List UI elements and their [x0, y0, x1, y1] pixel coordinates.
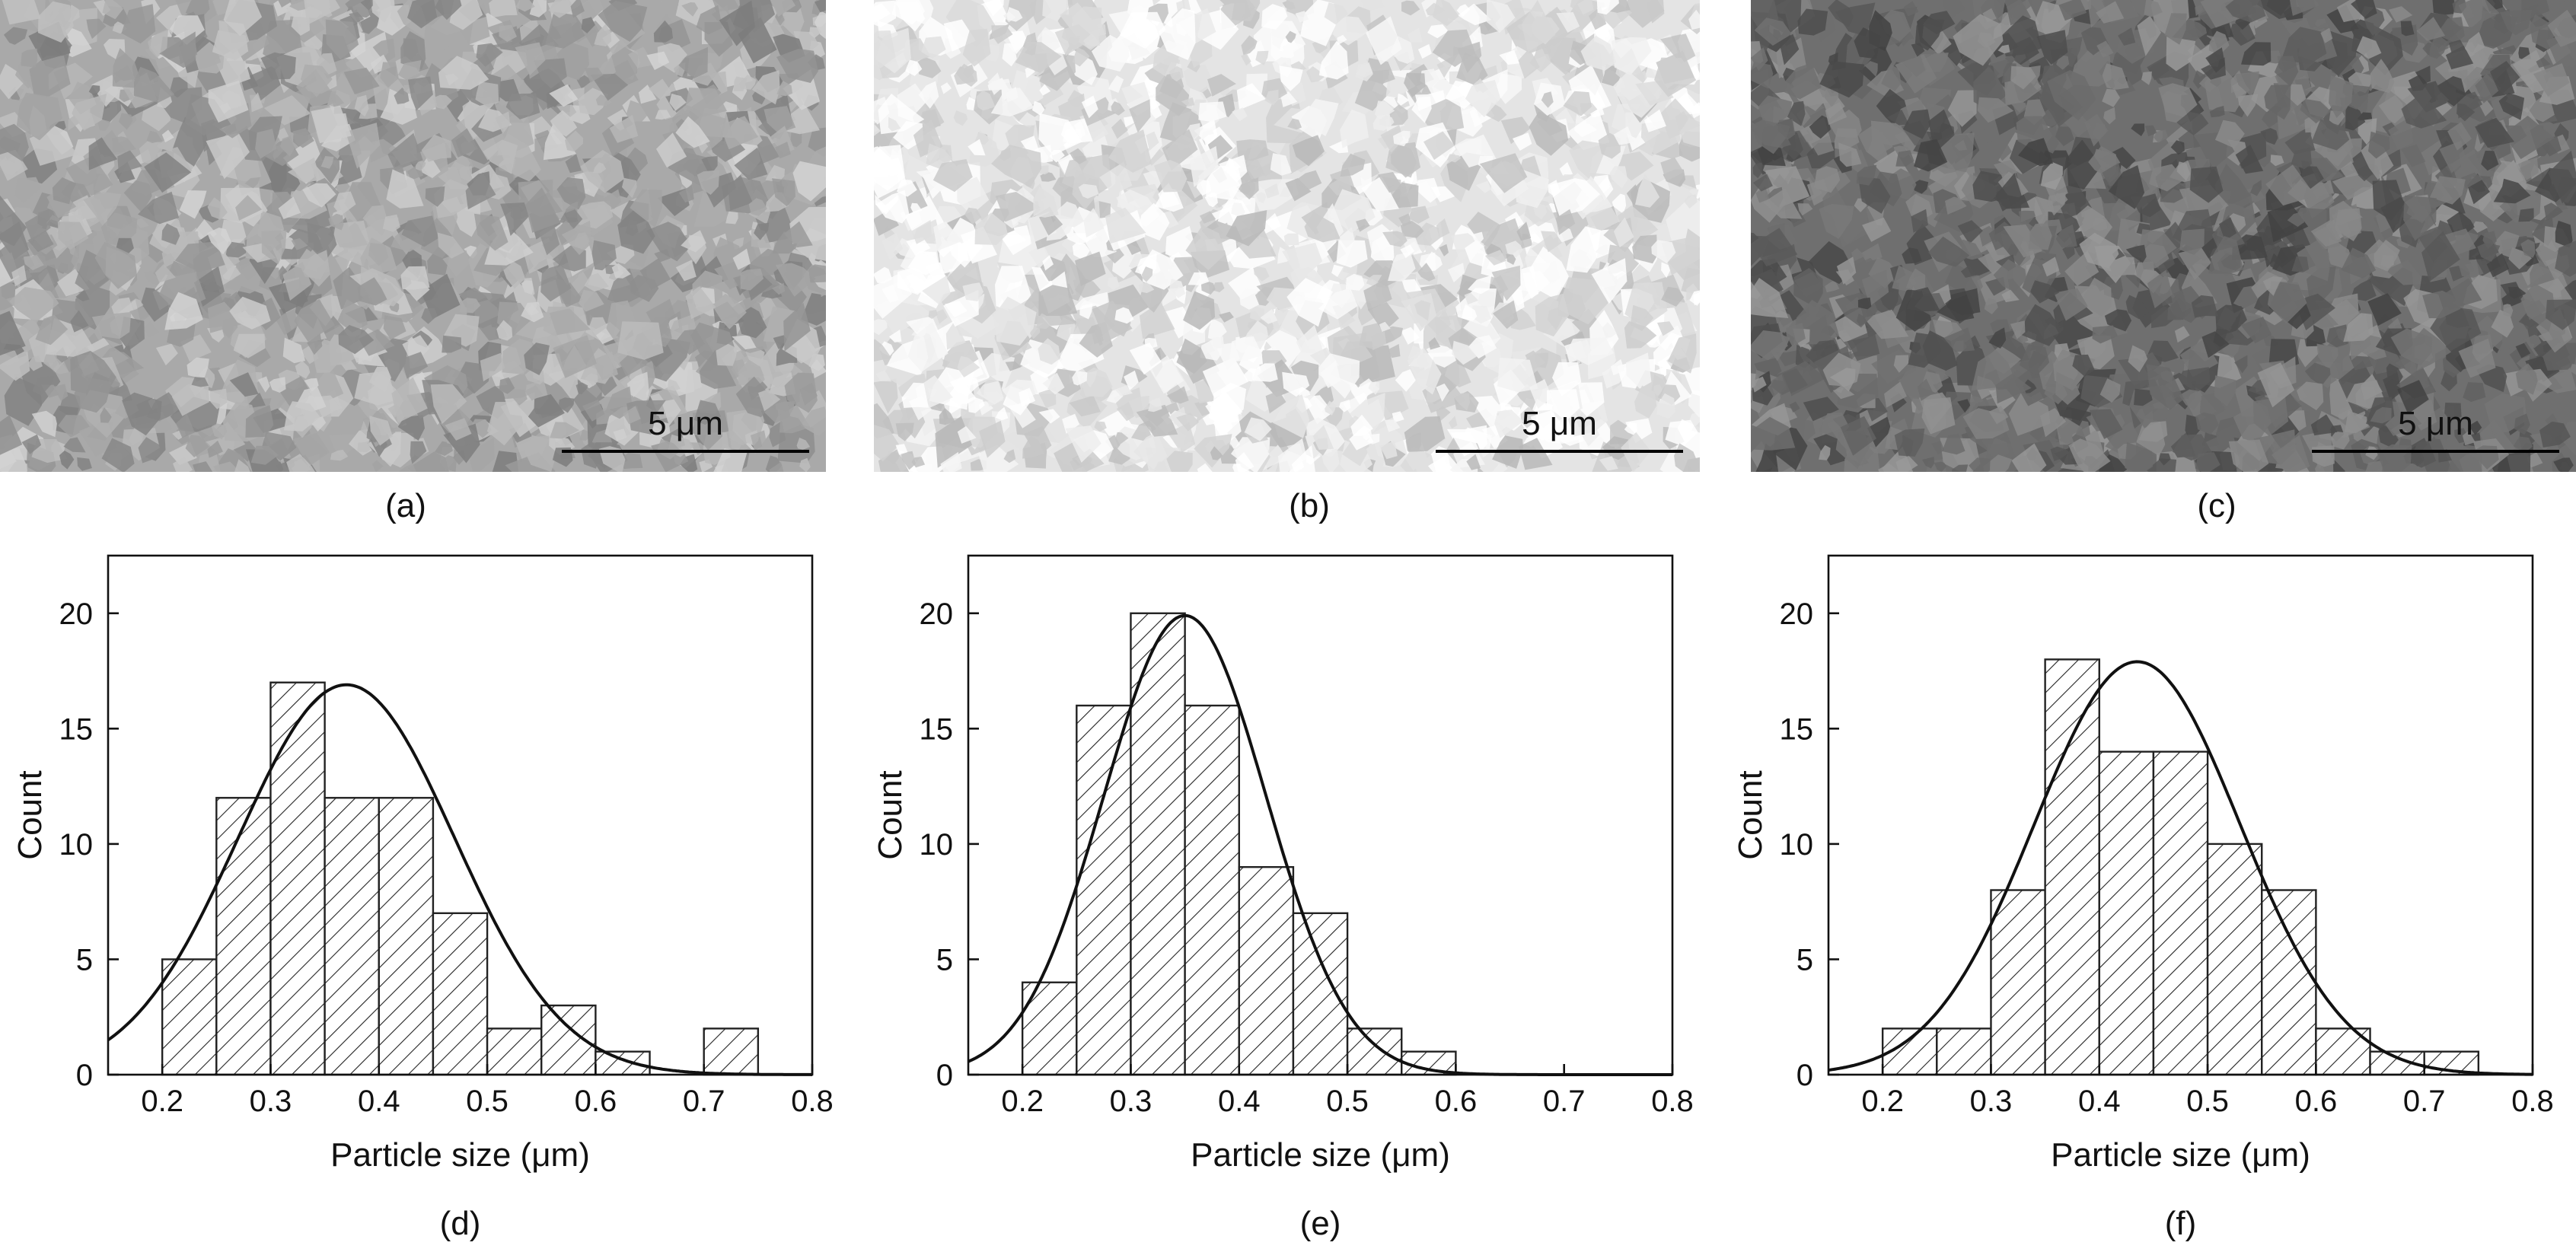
y-tick-label: 10 — [1780, 828, 1814, 862]
histogram-bar — [1346, 1027, 1403, 1076]
y-tick-label: 5 — [76, 943, 93, 976]
histogram-bar — [2098, 750, 2155, 1076]
x-tick-label: 0.2 — [141, 1085, 183, 1118]
x-tick-label: 0.6 — [2295, 1085, 2338, 1118]
sem-micrograph-b: 5 μm — [874, 0, 1700, 472]
scale-bar-label: 5 μm — [1522, 405, 1597, 442]
y-tick-label: 5 — [936, 943, 953, 976]
histogram-bar — [703, 1027, 760, 1076]
y-tick-label: 0 — [1797, 1059, 1813, 1092]
histogram-bar — [215, 797, 272, 1076]
histogram-bar — [2206, 843, 2263, 1076]
x-tick-label: 0.4 — [1218, 1085, 1261, 1118]
panel-label-b: (b) — [1289, 487, 1330, 524]
y-axis-label: Count — [872, 770, 909, 859]
panel-label-a: (a) — [385, 487, 426, 524]
histogram-bar — [1990, 889, 2046, 1076]
histogram-bars — [1021, 612, 1457, 1076]
x-tick-label: 0.7 — [2403, 1085, 2446, 1118]
x-tick-label: 0.8 — [791, 1085, 834, 1118]
scale-bar-label: 5 μm — [648, 405, 723, 442]
histogram-bar — [161, 958, 218, 1076]
x-tick-label: 0.5 — [1326, 1085, 1369, 1118]
gaussian-fit-curve — [107, 683, 813, 1076]
panel-label: (e) — [1300, 1205, 1341, 1242]
y-tick-label: 20 — [920, 597, 954, 631]
x-axis-label: Particle size (μm) — [2051, 1136, 2310, 1174]
panel-label: (d) — [440, 1205, 481, 1242]
x-tick-label: 0.3 — [250, 1085, 292, 1118]
x-axis-label: Particle size (μm) — [330, 1136, 590, 1174]
histogram-bar — [269, 681, 326, 1076]
x-tick-label: 0.3 — [1970, 1085, 2013, 1118]
y-tick-label: 10 — [59, 828, 94, 862]
scale-bar-label: 5 μm — [2398, 405, 2473, 442]
y-axis-label: Count — [1732, 770, 1769, 859]
histogram-bar — [324, 797, 380, 1076]
micrograph-grains — [874, 0, 1700, 472]
x-tick-label: 0.2 — [1001, 1085, 1044, 1118]
plot-frame — [967, 554, 1674, 1076]
histogram-bar — [1238, 866, 1295, 1076]
histogram-bar — [2152, 750, 2209, 1076]
y-tick-label: 15 — [59, 712, 94, 746]
histogram-bar — [1292, 912, 1349, 1076]
x-tick-label: 0.6 — [1435, 1085, 1478, 1118]
y-tick-label: 15 — [1780, 712, 1814, 746]
histogram-bar — [432, 912, 489, 1076]
y-tick-label: 20 — [59, 597, 94, 631]
x-tick-label: 0.8 — [2511, 1085, 2554, 1118]
x-tick-label: 0.8 — [1651, 1085, 1694, 1118]
y-tick-label: 20 — [1780, 597, 1814, 631]
y-tick-label: 0 — [76, 1059, 93, 1092]
histogram-bar — [595, 1050, 651, 1076]
panel-label-c: (c) — [2197, 487, 2236, 524]
sem-micrograph-a: 5 μm — [0, 0, 826, 472]
y-tick-label: 15 — [920, 712, 954, 746]
micrograph-grains — [0, 0, 826, 472]
x-tick-label: 0.3 — [1110, 1085, 1153, 1118]
histogram-bar — [486, 1027, 543, 1076]
y-tick-label: 5 — [1797, 943, 1813, 976]
histogram-bar — [1184, 704, 1240, 1076]
plot-frame — [107, 554, 814, 1076]
histogram-bar — [2261, 889, 2317, 1076]
histogram-e: 0.2 0.3 0.4 0.5 0.6 0.7 0.8 0 5 10 15 20 Particle si… — [860, 533, 1719, 1242]
x-axis-label: Particle size (μm) — [1191, 1136, 1450, 1174]
histogram-bar — [1076, 704, 1132, 1076]
x-tick-label: 0.4 — [358, 1085, 400, 1118]
y-tick-label: 10 — [920, 828, 954, 862]
histogram-bar — [2044, 658, 2100, 1076]
x-tick-label: 0.4 — [2078, 1085, 2121, 1118]
x-tick-label: 0.5 — [2186, 1085, 2229, 1118]
histogram-f: 0.2 0.3 0.4 0.5 0.6 0.7 0.8 0 5 10 15 20 Particle si… — [1720, 533, 2576, 1242]
x-tick-label: 0.7 — [1543, 1085, 1586, 1118]
histogram-bars — [161, 681, 760, 1076]
y-tick-label: 0 — [936, 1059, 953, 1092]
panel-label: (f) — [2165, 1205, 2197, 1242]
plot-frame — [1827, 554, 2534, 1076]
gaussian-fit-curve — [1828, 660, 2533, 1076]
histogram-bars — [1881, 658, 2480, 1076]
histogram-d: 0.2 0.3 0.4 0.5 0.6 0.7 0.8 0 5 10 15 20 Particle si… — [0, 533, 859, 1242]
y-axis-label: Count — [11, 770, 49, 859]
x-tick-label: 0.5 — [466, 1085, 509, 1118]
histogram-bar — [378, 797, 435, 1076]
histogram-bar — [1936, 1027, 1992, 1076]
sem-micrograph-c: 5 μm — [1751, 0, 2576, 472]
x-tick-label: 0.7 — [683, 1085, 725, 1118]
x-tick-label: 0.6 — [575, 1085, 617, 1118]
x-tick-label: 0.2 — [1861, 1085, 1904, 1118]
